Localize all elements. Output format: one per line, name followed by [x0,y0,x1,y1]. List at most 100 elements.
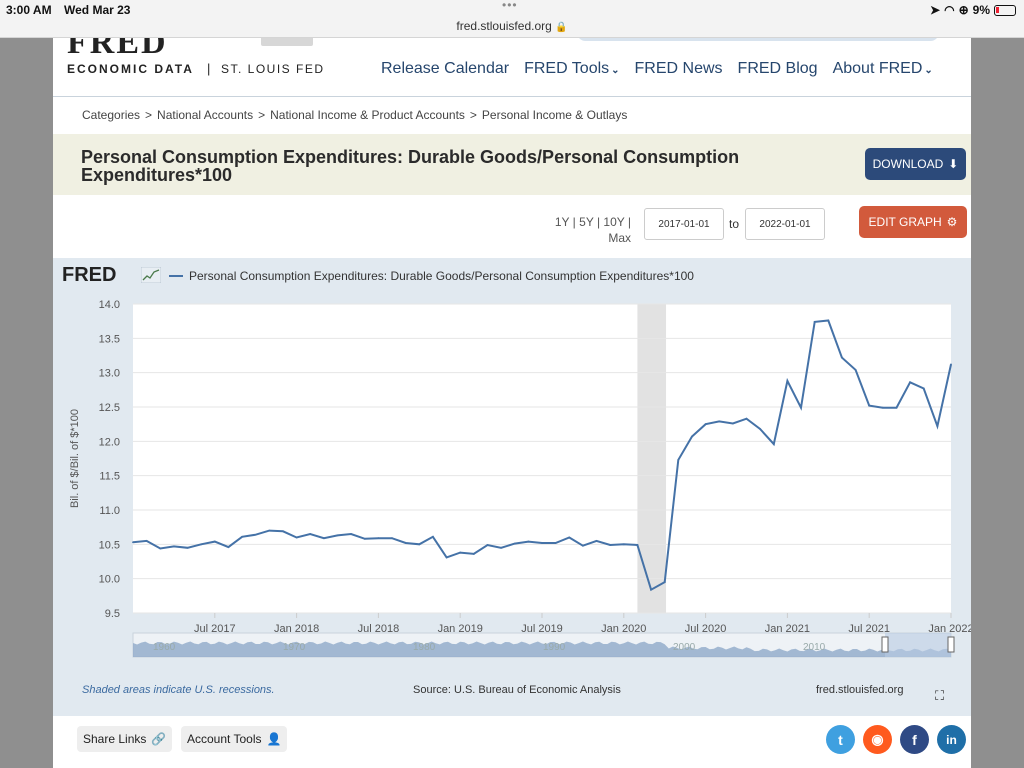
share-links-button[interactable]: Share Links 🔗 [77,726,173,752]
data-point[interactable] [500,546,502,549]
data-point[interactable] [322,537,325,540]
download-button[interactable]: DOWNLOAD ⬇ [865,148,966,180]
data-point[interactable] [677,458,680,461]
data-point[interactable] [459,551,462,554]
end-date-input[interactable]: 2022-01-01 [745,208,825,240]
data-point[interactable] [186,546,189,549]
data-point[interactable] [650,588,652,591]
economic-data-label[interactable]: ECONOMIC DATA [67,62,194,76]
data-point[interactable] [786,380,789,382]
data-point[interactable] [241,535,243,538]
data-point[interactable] [336,534,339,537]
nav-fred-tools[interactable]: FRED Tools ⌄ [524,60,619,78]
chart-legend[interactable]: Personal Consumption Expenditures: Durab… [169,269,694,283]
breadcrumb-national-accounts[interactable]: National Accounts [157,108,254,122]
data-point[interactable] [132,541,134,544]
data-point[interactable] [936,425,939,428]
range-1y[interactable]: 1Y [554,215,570,229]
data-point[interactable] [363,537,366,540]
data-point[interactable] [554,542,557,544]
y-tick-label: 9.5 [105,608,120,620]
data-point[interactable] [418,543,421,546]
data-point[interactable] [854,369,857,371]
address-bar[interactable]: fred.stlouisfed.org 🔒 [0,19,1024,33]
reddit-icon[interactable]: ◉ [863,725,892,754]
data-point[interactable] [391,537,393,540]
multitask-dots-icon[interactable]: ••• [502,0,518,12]
breadcrumb-nipa[interactable]: National Income & Product Accounts [270,108,465,122]
data-point[interactable] [691,435,693,438]
data-point[interactable] [404,542,407,544]
nav-fred-blog[interactable]: FRED Blog [737,60,818,77]
account-tools-button[interactable]: Account Tools 👤 [181,726,288,752]
data-point[interactable] [718,420,721,423]
data-point[interactable] [909,381,911,384]
data-point[interactable] [200,543,203,546]
data-point[interactable] [827,319,830,322]
data-point[interactable] [841,356,843,359]
data-point[interactable] [159,547,162,550]
data-point[interactable] [582,544,584,547]
data-point[interactable] [295,536,298,539]
range-10y[interactable]: 10Y [603,215,625,229]
data-point[interactable] [432,535,434,538]
data-point[interactable] [254,533,257,536]
data-point[interactable] [486,544,489,546]
data-point[interactable] [881,406,884,409]
data-point[interactable] [922,387,925,390]
linkedin-icon[interactable]: in [937,725,966,754]
data-point[interactable] [513,542,516,545]
data-point[interactable] [282,530,284,533]
data-point[interactable] [227,546,230,548]
st-louis-fed-label[interactable]: ST. LOUIS FED [221,62,325,76]
nav-release-calendar[interactable]: Release Calendar [381,60,510,77]
navigator-handle-right[interactable] [947,636,955,653]
page-title: Personal Consumption Expenditures: Durab… [81,147,740,185]
nav-about-fred[interactable]: About FRED ⌄ [833,60,933,78]
data-point[interactable] [950,363,952,366]
breadcrumb-categories[interactable]: Categories [82,108,141,122]
data-point[interactable] [622,543,625,546]
facebook-icon[interactable]: f [900,725,929,754]
data-point[interactable] [568,536,571,539]
data-point[interactable] [173,545,175,548]
fred-logo[interactable]: FRED [67,38,168,61]
fullscreen-icon[interactable]: ⛶ [935,688,945,703]
data-point[interactable] [663,581,666,583]
data-point[interactable] [213,540,216,543]
navigator-handle-left[interactable] [881,636,889,653]
data-point[interactable] [541,542,543,544]
data-point[interactable] [527,540,530,543]
twitter-icon[interactable]: t [826,725,855,754]
data-point[interactable] [800,406,802,409]
data-point[interactable] [636,544,639,546]
data-point[interactable] [350,533,353,535]
data-point[interactable] [772,443,775,445]
data-point[interactable] [731,422,734,425]
data-point[interactable] [868,404,871,407]
data-point[interactable] [595,540,598,542]
data-point[interactable] [704,423,707,426]
data-point[interactable] [759,428,762,430]
data-point[interactable] [309,533,312,535]
data-point[interactable] [745,417,748,420]
start-date-input[interactable]: 2017-01-01 [644,208,724,240]
y-tick-label: 10.0 [99,574,120,586]
data-point[interactable] [145,540,148,542]
data-point[interactable] [895,406,898,409]
line-chart[interactable]: 9.5 10.0 10.5 11.0 11.5 12.0 12.5 13.0 13.5 14.0 J… [53,288,971,678]
y-tick-label: 11.0 [99,505,120,517]
range-max[interactable]: Max [608,231,631,245]
data-point[interactable] [445,556,448,559]
data-point[interactable] [813,320,816,323]
data-point[interactable] [472,553,475,555]
navigator-selection[interactable] [885,633,951,657]
data-point[interactable] [377,537,380,540]
edit-graph-button[interactable]: EDIT GRAPH ⚙ [859,206,967,238]
breadcrumb-personal-income[interactable]: Personal Income & Outlays [481,108,628,122]
data-point[interactable] [268,529,271,532]
search-bar[interactable] [577,38,939,41]
range-5y[interactable]: 5Y [579,215,594,229]
data-point[interactable] [609,544,612,546]
nav-fred-news[interactable]: FRED News [634,60,723,77]
